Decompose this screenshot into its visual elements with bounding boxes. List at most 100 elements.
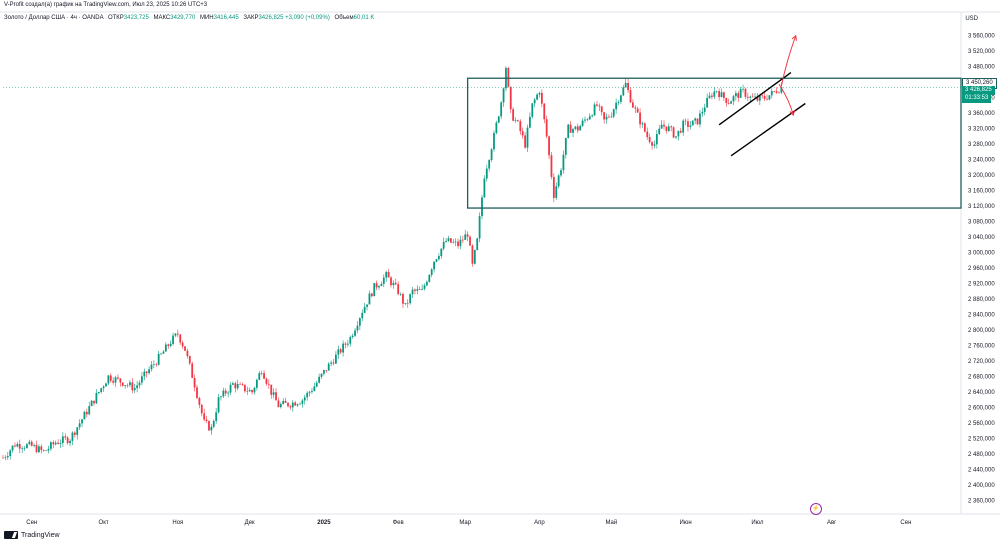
y-tick-label: 3 360,000	[968, 111, 995, 117]
candle-body	[294, 402, 297, 406]
candle-body	[224, 390, 227, 394]
candle-body	[454, 241, 457, 243]
candle-body	[495, 122, 498, 133]
candle-body	[349, 336, 352, 344]
candle-body	[81, 419, 83, 424]
x-tick-label: Авг	[827, 520, 837, 526]
candle-body	[234, 383, 237, 389]
y-tick-label: 2 960,000	[968, 266, 995, 272]
candle-body	[337, 349, 340, 355]
candle-body	[375, 283, 378, 288]
bar-countdown-tag: 01:33:53	[962, 94, 992, 103]
candle-body	[533, 99, 536, 104]
candle-body	[61, 436, 64, 443]
candle-body	[129, 382, 131, 386]
candle-body	[732, 96, 735, 102]
candle-body	[579, 125, 582, 131]
candle-body	[205, 419, 208, 422]
candle-body	[557, 175, 560, 187]
candle-body	[483, 178, 486, 198]
candle-body	[471, 245, 474, 264]
candle-body	[667, 126, 670, 132]
candle-body	[588, 116, 591, 120]
y-tick-label: 2 440,000	[968, 467, 995, 473]
candle-body	[66, 437, 69, 444]
candle-body	[672, 127, 675, 138]
candle-body	[521, 131, 524, 136]
candle-body	[476, 238, 479, 250]
candle-body	[176, 333, 179, 335]
currency-label[interactable]: USD	[965, 16, 978, 22]
y-tick-label: 2 560,000	[968, 421, 995, 427]
candle-body	[545, 119, 548, 137]
candle-body	[320, 373, 323, 377]
candle-body	[160, 353, 162, 355]
candle-body	[311, 390, 313, 392]
candle-body	[720, 92, 723, 98]
candle-body	[258, 373, 261, 380]
candle-body	[502, 88, 505, 103]
candle-body	[445, 240, 447, 242]
candle-body	[440, 248, 443, 257]
candle-body	[406, 302, 409, 304]
candle-body	[241, 384, 244, 385]
candle-body	[631, 102, 634, 108]
candle-body	[227, 392, 230, 394]
candle-body	[131, 382, 134, 391]
candle-body	[749, 96, 752, 98]
lightning-icon[interactable]: ⚡	[810, 503, 822, 515]
y-tick-label: 2 600,000	[968, 405, 995, 411]
candle-body	[426, 281, 428, 286]
candle-body	[629, 90, 632, 103]
candle-body	[346, 343, 349, 345]
footer-brand[interactable]: TradingView	[4, 531, 60, 539]
candle-body	[722, 92, 725, 98]
candle-body	[641, 123, 644, 125]
candle-body	[529, 116, 531, 128]
candle-body	[634, 107, 637, 109]
candle-body	[639, 112, 641, 125]
x-tick-label: Мар	[459, 520, 471, 526]
y-tick-label: 2 520,000	[968, 436, 995, 442]
candle-body	[562, 154, 565, 171]
candle-body	[552, 176, 555, 198]
candle-body	[449, 238, 452, 243]
candle-body	[126, 385, 129, 386]
candle-body	[390, 277, 392, 286]
candle-body	[236, 383, 239, 389]
candle-body	[610, 116, 613, 118]
candle-body	[284, 400, 287, 403]
candle-body	[203, 413, 206, 420]
symbol-legend[interactable]: Золото / Доллар США · 4ч · OANDA ОТКР342…	[4, 15, 374, 21]
candle-body	[574, 126, 577, 129]
candle-body	[138, 382, 141, 386]
x-tick-label: Ноя	[172, 520, 183, 526]
candle-body	[447, 238, 450, 241]
candle-body	[655, 134, 658, 145]
candle-body	[40, 446, 43, 450]
candle-body	[179, 334, 182, 343]
candle-body	[370, 293, 373, 297]
candle-body	[567, 124, 570, 138]
candle-body	[648, 137, 651, 143]
candle-body	[758, 95, 761, 101]
candle-body	[682, 120, 685, 133]
candle-body	[576, 126, 579, 131]
x-tick-label: Июн	[680, 520, 692, 526]
arrow-up	[780, 35, 797, 87]
candle-body	[184, 346, 186, 351]
candle-body	[164, 344, 167, 352]
candle-body	[615, 102, 618, 110]
candle-body	[260, 372, 263, 374]
candle-body	[435, 259, 438, 262]
candle-body	[196, 387, 198, 398]
candle-body	[152, 364, 155, 365]
candle-body	[416, 289, 419, 291]
y-tick-label: 2 680,000	[968, 374, 995, 380]
candle-body	[739, 89, 742, 98]
y-tick-label: 2 840,000	[968, 313, 995, 319]
candle-body	[761, 95, 764, 97]
x-tick-label: Дек	[245, 520, 255, 526]
candle-body	[490, 149, 493, 161]
